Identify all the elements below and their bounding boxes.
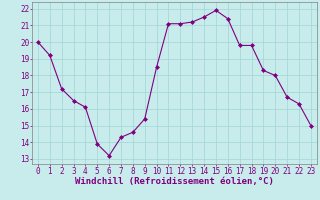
X-axis label: Windchill (Refroidissement éolien,°C): Windchill (Refroidissement éolien,°C) <box>75 177 274 186</box>
